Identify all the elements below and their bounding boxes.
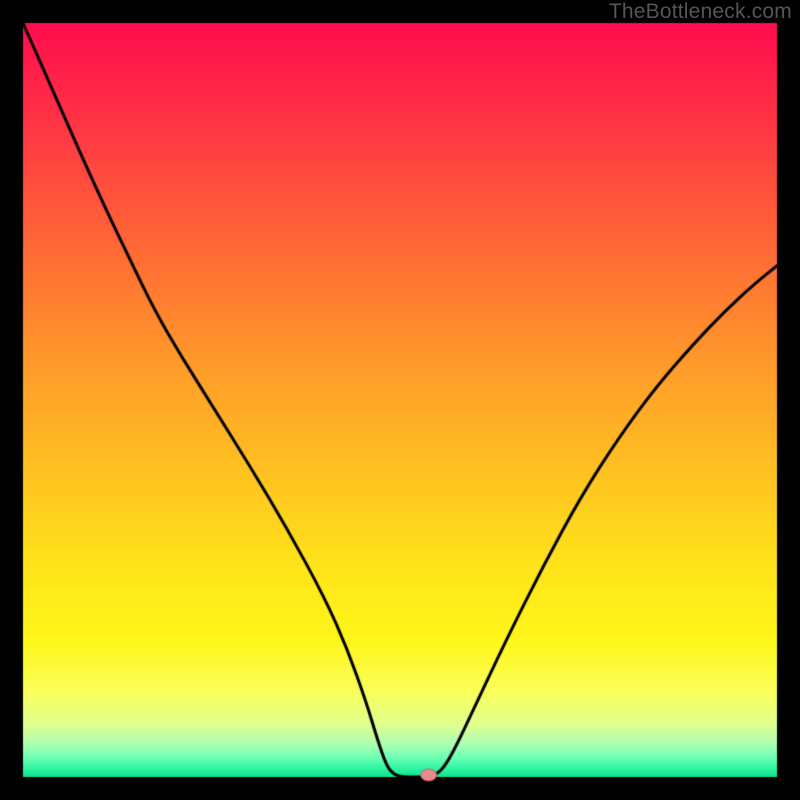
chart-container: TheBottleneck.com [0,0,800,800]
bottleneck-chart-canvas [0,0,800,800]
watermark-text: TheBottleneck.com [609,0,792,24]
